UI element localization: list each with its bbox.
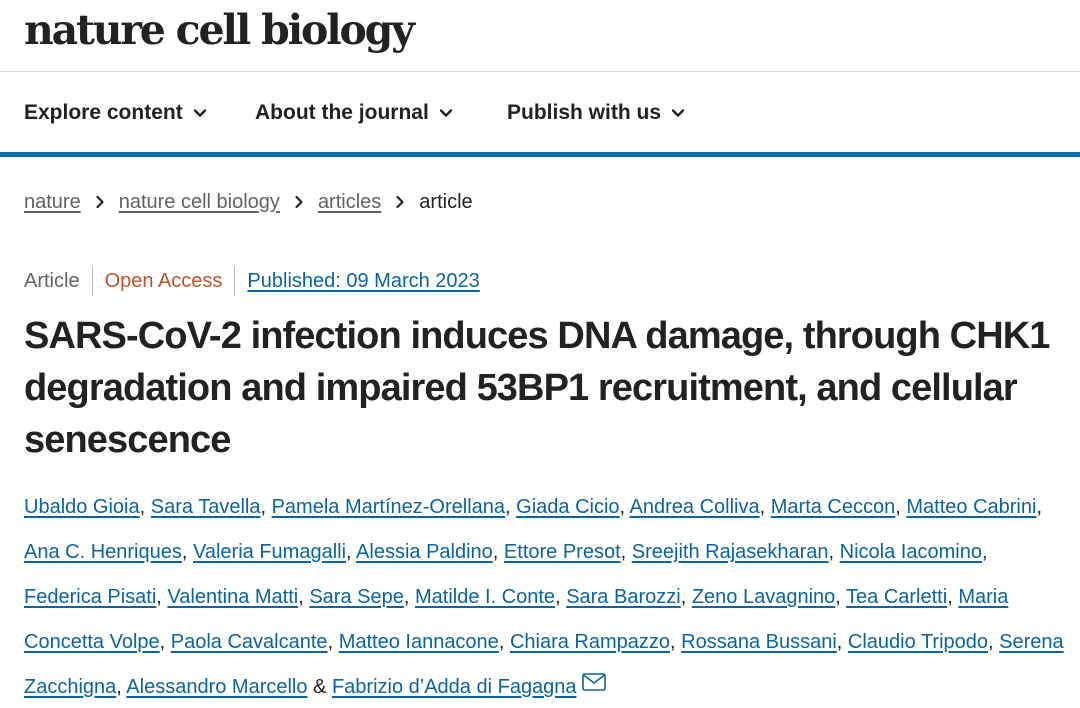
author-link[interactable]: Zeno Lavagnino [691,586,836,608]
breadcrumb: nature nature cell biology articles arti… [24,188,473,216]
author-link[interactable]: Pamela Martínez-Orellana [271,496,506,518]
chevron-right-icon [381,191,419,214]
mail-icon[interactable] [581,673,606,691]
author-link[interactable]: Sara Tavella [150,496,261,518]
published-date-link[interactable]: Published: 09 March 2023 [247,269,480,292]
chevron-down-icon [439,109,453,117]
main-nav: Explore content About the journal Publis… [0,73,1080,152]
author-link[interactable]: Alessia Paldino [356,541,493,563]
author-link[interactable]: Sara Sepe [309,586,404,608]
masthead: nature cell biology [0,0,1080,72]
chevron-down-icon [193,109,206,117]
meta-divider [91,266,93,296]
author-link[interactable]: Tea Carletti [846,586,948,608]
author-link[interactable]: Ana C. Henriques [24,541,182,563]
author-link[interactable]: Ubaldo Gioia [24,496,140,518]
author-link[interactable]: Sara Barozzi [566,586,681,608]
author-link[interactable]: Serena Zacchigna [24,631,1064,698]
author-link[interactable]: Valeria Fumagalli [193,541,347,563]
chevron-right-icon [81,191,119,214]
author-link[interactable]: Paola Cavalcante [170,631,328,653]
meta-divider [234,266,236,296]
author-link[interactable]: Valentina Matti [167,586,299,608]
breadcrumb-link-nature[interactable]: nature [24,190,81,213]
author-link[interactable]: Federica Pisati [24,586,157,608]
author-list: Ubaldo Gioia, Sara Tavella, Pamela Martí… [24,496,1064,698]
chevron-right-icon [280,191,318,214]
author-link[interactable]: Andrea Colliva [629,496,760,518]
author-link[interactable]: Sreejith Rajasekharan [631,541,829,563]
author-link[interactable]: Matilde I. Conte [414,586,556,608]
author-link[interactable]: Giada Cicio [516,496,620,518]
nav-label: About the journal [255,101,429,124]
author-link[interactable]: Ettore Presot [503,541,621,563]
author-link[interactable]: Fabrizio d’Adda di Fagagna [331,676,577,698]
nav-explore-content[interactable]: Explore content [24,99,207,127]
journal-logo[interactable]: nature cell biology [24,6,415,54]
article-meta: Article Open Access Published: 09 March … [24,266,480,296]
nav-accent-bar [0,152,1080,157]
breadcrumb-link-articles[interactable]: articles [317,190,382,213]
nav-publish-with-us[interactable]: Publish with us [507,99,685,127]
nav-label: Explore content [24,101,183,124]
author-link[interactable]: Claudio Tripodo [847,631,989,653]
article-type: Article [24,269,80,292]
author-link[interactable]: Maria Concetta Volpe [24,586,1009,653]
author-link[interactable]: Nicola Iacomino [839,541,982,563]
nav-about-journal[interactable]: About the journal [255,99,453,127]
author-link[interactable]: Matteo Cabrini [906,496,1037,518]
author-link[interactable]: Matteo Iannacone [338,631,499,653]
breadcrumb-current: article [419,190,473,213]
nav-label: Publish with us [507,101,662,124]
breadcrumb-link-journal[interactable]: nature cell biology [118,190,280,213]
author-link[interactable]: Marta Ceccon [770,496,896,518]
article-title: SARS-CoV-2 infection induces DNA damage,… [24,315,1050,461]
open-access-badge: Open Access [104,269,223,292]
chevron-down-icon [671,109,685,117]
author-link[interactable]: Alessandro Marcello [126,676,308,698]
author-link[interactable]: Rossana Bussani [681,631,837,653]
author-link[interactable]: Chiara Rampazzo [509,631,671,653]
